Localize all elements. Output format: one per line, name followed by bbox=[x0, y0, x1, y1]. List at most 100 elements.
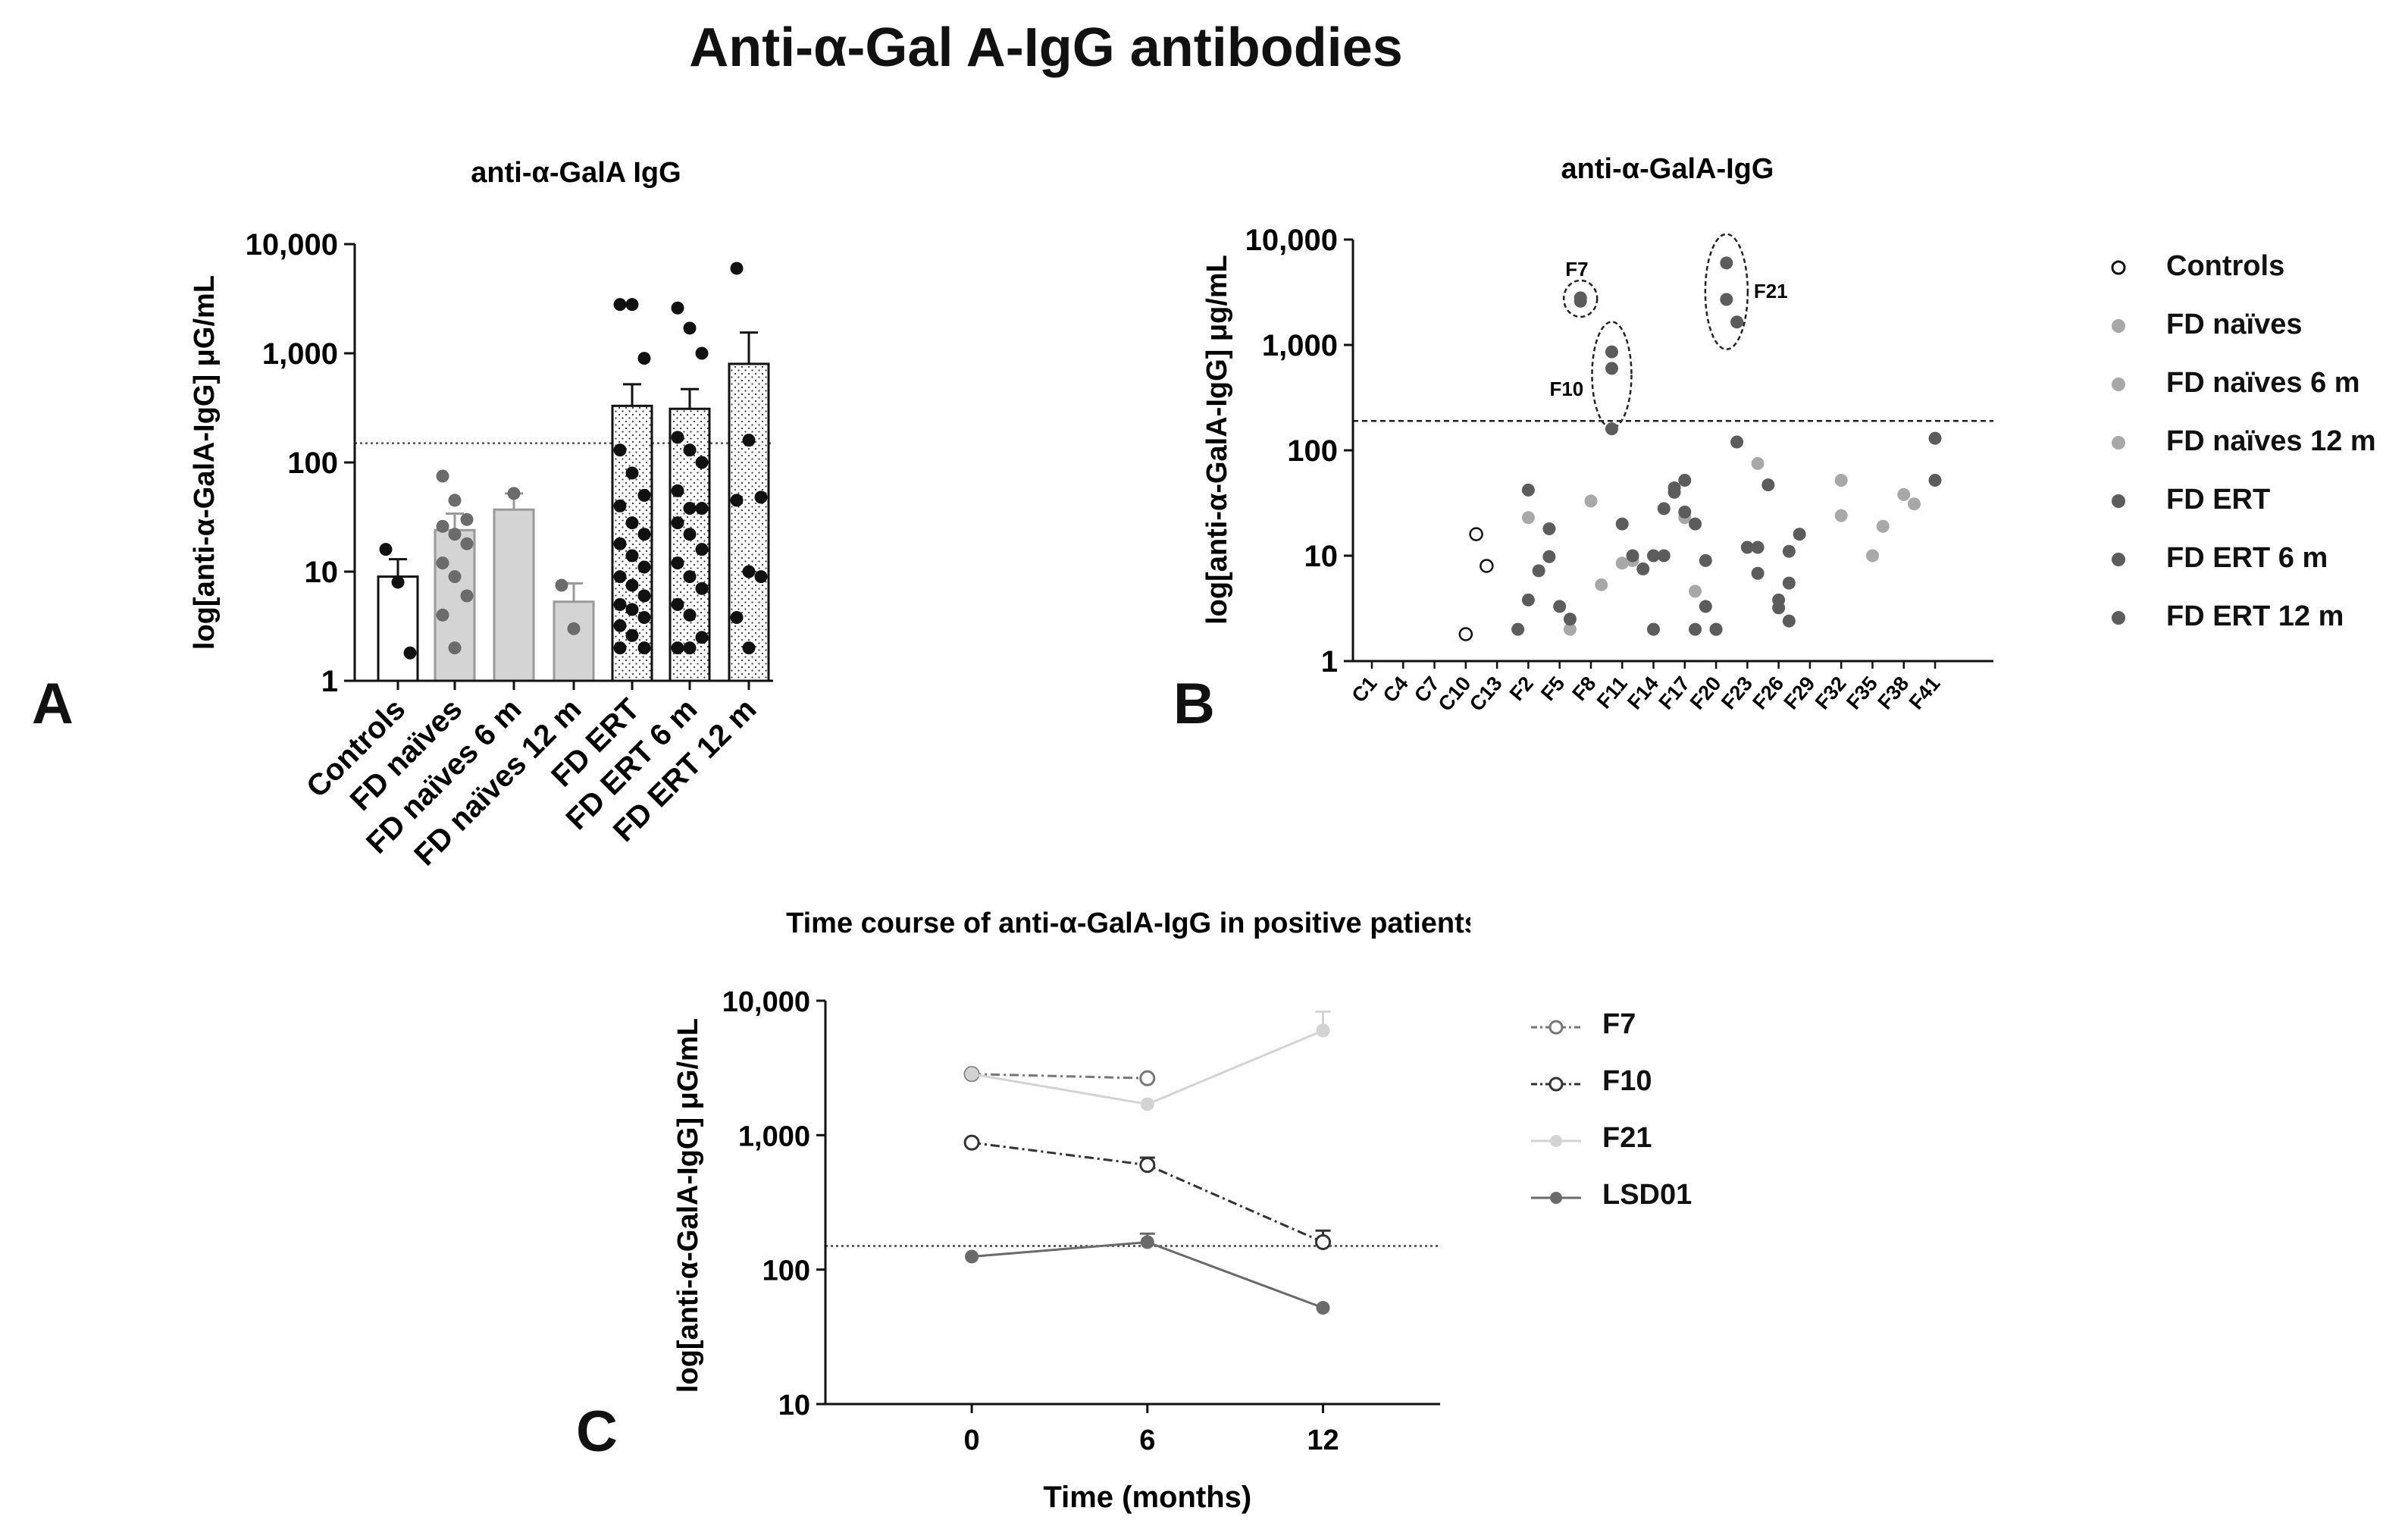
chart-b-point bbox=[1553, 600, 1567, 613]
chart-c-point bbox=[963, 1134, 980, 1151]
chart-a-point bbox=[555, 578, 568, 592]
panel-letter-c: C bbox=[576, 1400, 618, 1464]
legend-c-marker bbox=[1548, 1020, 1564, 1035]
chart-a-point bbox=[730, 494, 744, 507]
chart-b-xtick-label: F26 bbox=[1748, 672, 1788, 714]
chart-b-xtick-label: F14 bbox=[1623, 672, 1663, 714]
filled-circle-icon bbox=[2112, 436, 2125, 450]
chart-a-point bbox=[742, 434, 756, 447]
chart-b-point bbox=[1908, 497, 1921, 511]
chart-c-ylabel: log[anti-α-GalA-IgG] μG/mL bbox=[672, 1018, 704, 1393]
chart-a-point bbox=[695, 502, 709, 516]
chart-a-point bbox=[460, 589, 474, 603]
chart-a-point bbox=[671, 301, 684, 315]
chart-b-point bbox=[1730, 435, 1744, 449]
chart-a-point bbox=[683, 321, 697, 335]
chart-a-point bbox=[436, 469, 449, 483]
chart-b-point bbox=[1678, 473, 1692, 487]
chart-a-bar bbox=[434, 528, 476, 682]
chart-b-point bbox=[1657, 549, 1671, 563]
chart-a-point bbox=[695, 543, 709, 556]
chart-a-point bbox=[637, 528, 651, 541]
chart-a-point bbox=[448, 570, 462, 584]
chart-b-point bbox=[1657, 502, 1671, 516]
chart-b-xtick-label: F35 bbox=[1842, 672, 1882, 714]
chart-b-point bbox=[1709, 622, 1723, 636]
chart-a-point bbox=[671, 597, 684, 611]
chart-a-ytick-label: 1,000 bbox=[262, 337, 338, 371]
chart-b-point bbox=[1897, 487, 1911, 501]
chart-a-point bbox=[695, 581, 709, 595]
chart-b-point bbox=[1605, 345, 1618, 359]
chart-b-point bbox=[1521, 511, 1535, 525]
chart-c-ytick-label: 10,000 bbox=[722, 986, 810, 1018]
chart-b-xtick-label: C13 bbox=[1465, 672, 1507, 716]
chart-b-xtick-label: C4 bbox=[1379, 672, 1413, 707]
legend-b-marker bbox=[2112, 319, 2125, 333]
chart-b-point bbox=[1730, 315, 1744, 329]
legend-b-marker bbox=[2112, 611, 2125, 625]
line-marker-icon bbox=[1531, 1135, 1581, 1147]
chart-c-series-line bbox=[972, 1073, 1148, 1080]
chart-a-point bbox=[637, 589, 651, 603]
legend-c-label: F7 bbox=[1602, 1008, 1636, 1040]
chart-a-bar bbox=[553, 600, 595, 682]
chart-a-point bbox=[625, 516, 639, 530]
chart-b-point bbox=[1928, 473, 1942, 487]
chart-b-point bbox=[1782, 544, 1796, 558]
chart-b-point bbox=[1689, 517, 1702, 531]
chart-a-point bbox=[625, 549, 639, 563]
chart-c-point bbox=[1139, 1070, 1156, 1086]
chart-a-point bbox=[436, 608, 449, 622]
chart-a-bar bbox=[377, 575, 419, 682]
line-marker-icon bbox=[1531, 1192, 1581, 1204]
chart-b-point bbox=[1834, 509, 1848, 522]
chart-b-point bbox=[1542, 550, 1556, 563]
chart-b-point bbox=[1751, 566, 1765, 580]
chart-a-point bbox=[637, 352, 651, 365]
panel-letter-a: A bbox=[32, 672, 74, 736]
chart-b-point bbox=[1532, 564, 1545, 578]
chart-b-xtick-label: F17 bbox=[1655, 672, 1695, 714]
chart-b-point bbox=[1605, 362, 1618, 375]
chart-b-xtick-label: F23 bbox=[1717, 672, 1757, 714]
chart-a-point bbox=[567, 622, 581, 635]
chart-a-ytick-label: 10,000 bbox=[246, 228, 338, 262]
chart-a-point bbox=[637, 488, 651, 502]
chart-a-point bbox=[683, 444, 697, 457]
filled-circle-icon bbox=[2112, 378, 2125, 391]
chart-b-point bbox=[1699, 553, 1712, 567]
chart-b-point bbox=[1876, 519, 1890, 533]
legend-b-marker bbox=[2112, 494, 2125, 508]
chart-b-point bbox=[1615, 556, 1629, 570]
legend-b-marker bbox=[2111, 260, 2126, 275]
chart-b-ytick-label: 10 bbox=[1304, 540, 1339, 573]
legend-c-marker bbox=[1550, 1135, 1562, 1147]
chart-b-annotation: F21 bbox=[1754, 280, 1788, 302]
chart-a-point bbox=[507, 487, 521, 500]
chart-c-point bbox=[965, 1067, 979, 1081]
chart-b-point bbox=[1751, 541, 1765, 554]
legend-c-label: F21 bbox=[1602, 1122, 1652, 1154]
legend-b-label: FD ERT 6 m bbox=[2166, 542, 2328, 574]
legend-b-label: FD naïves 12 m bbox=[2166, 425, 2376, 457]
chart-a-point bbox=[683, 641, 697, 655]
legend-b-label: FD naïves 6 m bbox=[2166, 367, 2360, 399]
chart-b-ytick-label: 100 bbox=[1287, 434, 1338, 468]
chart-b-xtick-label: F20 bbox=[1686, 672, 1726, 714]
chart-a-point bbox=[695, 631, 709, 644]
chart-b-point bbox=[1595, 578, 1608, 591]
chart-b-point bbox=[1458, 627, 1473, 641]
chart-b-point bbox=[1480, 559, 1494, 573]
chart-a-point bbox=[683, 570, 697, 584]
chart-b-ellipse-f21 bbox=[1704, 233, 1749, 351]
chart-b-point bbox=[1834, 473, 1848, 487]
chart-a-point bbox=[448, 494, 462, 507]
legend-c-label: F10 bbox=[1602, 1065, 1652, 1097]
chart-a-point bbox=[613, 499, 627, 512]
chart-b-point bbox=[1720, 256, 1733, 270]
filled-circle-icon bbox=[2112, 611, 2125, 625]
line-marker-icon bbox=[1531, 1020, 1581, 1035]
chart-a-point bbox=[671, 556, 684, 570]
legend-c-marker bbox=[1548, 1077, 1564, 1092]
